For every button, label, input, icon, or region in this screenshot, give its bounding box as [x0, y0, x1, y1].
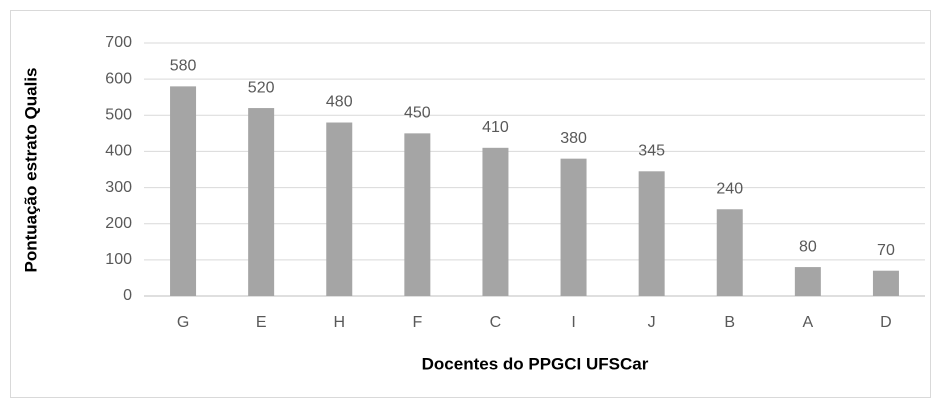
y-tick-label: 300: [105, 179, 132, 196]
x-tick-label: C: [490, 314, 502, 331]
y-tick-label: 200: [105, 215, 132, 232]
x-axis-title: Docentes do PPGCI UFSCar: [422, 354, 649, 373]
x-tick-label: E: [256, 314, 267, 331]
data-label: 240: [716, 180, 743, 197]
chart-border: [10, 10, 931, 398]
bar: [482, 147, 509, 296]
data-label: 80: [799, 238, 817, 255]
y-tick-label: 400: [105, 143, 132, 160]
x-tick-label: J: [648, 314, 656, 331]
x-tick-label: D: [880, 314, 892, 331]
bar: [404, 133, 431, 296]
data-label: 520: [248, 79, 275, 96]
data-label: 480: [326, 94, 353, 111]
bar: [638, 171, 665, 296]
data-label: 345: [638, 143, 665, 160]
y-tick-label: 700: [105, 34, 132, 51]
y-tick-label: 600: [105, 70, 132, 87]
x-tick-label: G: [177, 314, 189, 331]
bar: [716, 209, 743, 296]
data-label: 580: [170, 58, 197, 75]
bar: [560, 158, 587, 296]
bar: [248, 108, 275, 296]
bar: [170, 86, 197, 296]
y-tick-label: 500: [105, 107, 132, 124]
x-tick-label: A: [803, 314, 814, 331]
y-tick-label: 100: [105, 251, 132, 268]
x-tick-label: H: [333, 314, 345, 331]
bar: [794, 267, 821, 296]
bar: [872, 270, 899, 296]
y-tick-label: 0: [123, 287, 132, 304]
data-label: 450: [404, 105, 431, 122]
x-tick-label: B: [724, 314, 735, 331]
data-label: 70: [877, 242, 895, 259]
data-label: 380: [560, 130, 587, 147]
bar: [326, 122, 353, 296]
x-tick-label: I: [571, 314, 575, 331]
x-tick-label: F: [412, 314, 422, 331]
data-label: 410: [482, 119, 509, 136]
y-axis-title: Pontuação estrato Qualis: [21, 68, 40, 273]
